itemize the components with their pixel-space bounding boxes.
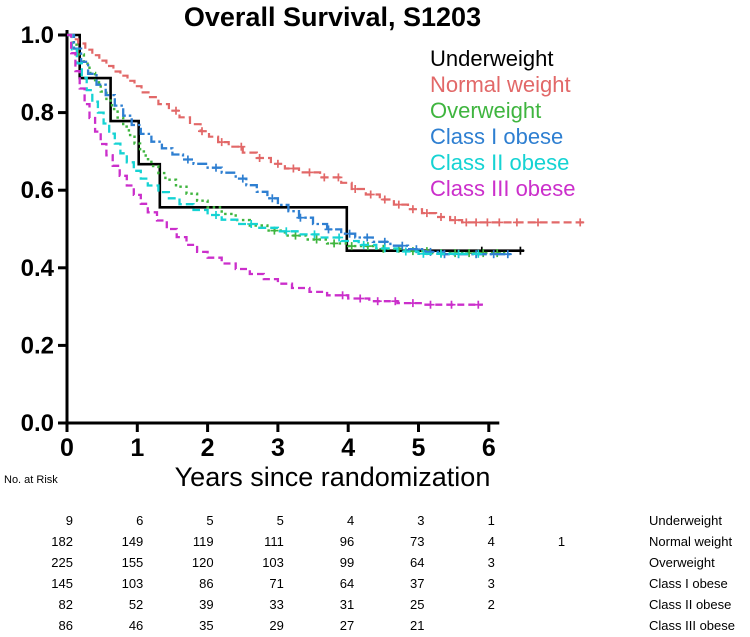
risk-count: 5 — [206, 513, 214, 528]
risk-count: 25 — [410, 597, 425, 612]
risk-row-label: Underweight — [649, 513, 722, 528]
risk-count: 96 — [339, 534, 355, 549]
risk-count: 5 — [276, 513, 284, 528]
x-tick-label: 1 — [130, 434, 144, 462]
risk-count: 155 — [121, 555, 144, 570]
risk-count: 86 — [199, 576, 214, 591]
curve-normal-weight — [67, 33, 585, 224]
x-tick-label: 2 — [201, 434, 215, 462]
y-tick-label: 0.0 — [21, 410, 54, 437]
risk-count: 21 — [410, 618, 425, 633]
risk-count: 4 — [487, 534, 495, 549]
km-plot-canvas: 0 1 2 3 4 5 6 0.0 0.2 0.4 0.6 0.8 1.0 — [21, 22, 585, 462]
x-tick-label: 0 — [60, 434, 74, 462]
curve-overweight — [67, 33, 508, 255]
risk-count: 73 — [410, 534, 425, 549]
risk-count: 29 — [269, 618, 284, 633]
risk-count: 82 — [58, 597, 73, 612]
risk-count: 64 — [339, 576, 355, 591]
risk-count: 225 — [51, 555, 73, 570]
legend-item-normal-weight: Normal weight — [430, 72, 571, 97]
risk-count: 86 — [58, 618, 73, 633]
risk-count: 3 — [487, 555, 495, 570]
x-tick-label: 3 — [271, 434, 285, 462]
legend-item-class-i-obese: Class I obese — [430, 124, 564, 149]
risk-count: 182 — [51, 534, 73, 549]
risk-count: 99 — [339, 555, 355, 570]
risk-count: 39 — [199, 597, 214, 612]
risk-count: 2 — [487, 597, 495, 612]
curve-class-i-obese — [67, 33, 512, 256]
risk-count: 71 — [269, 576, 284, 591]
risk-count: 1 — [557, 534, 566, 549]
risk-count: 46 — [128, 618, 144, 633]
legend-item-overweight: Overweight — [430, 98, 542, 123]
risk-count: 52 — [128, 597, 144, 612]
risk-count: 145 — [51, 576, 73, 591]
x-tick-label: 4 — [341, 434, 355, 462]
risk-count: 37 — [410, 576, 425, 591]
risk-count: 4 — [346, 513, 355, 528]
risk-table-label: No. at Risk — [4, 474, 58, 486]
risk-count: 3 — [417, 513, 425, 528]
curve-class-ii-obese — [67, 33, 483, 256]
risk-row-label: Class II obese — [649, 597, 732, 612]
risk-count: 6 — [136, 513, 144, 528]
risk-count: 27 — [339, 618, 355, 633]
x-tick-label: 6 — [482, 434, 496, 462]
y-tick-label: 0.4 — [21, 255, 55, 282]
risk-count: 31 — [339, 597, 355, 612]
legend-item-underweight: Underweight — [430, 46, 554, 71]
y-tick-label: 0.2 — [21, 332, 54, 359]
legend-item-class-iii-obese: Class III obese — [430, 176, 576, 201]
y-tick-label: 0.6 — [21, 177, 54, 204]
risk-row-label: Class I obese — [649, 576, 728, 591]
risk-count: 120 — [191, 555, 214, 570]
risk-row-label: Overweight — [649, 555, 715, 570]
legend: Underweight Normal weight Overweight Class … — [430, 46, 576, 202]
curve-class-iii-obese — [67, 33, 483, 306]
risk-row-label: Class III obese — [649, 618, 735, 633]
x-tick-label: 5 — [412, 434, 426, 462]
y-tick-label: 0.8 — [21, 100, 54, 127]
risk-count: 103 — [262, 555, 284, 570]
risk-count: 3 — [487, 576, 495, 591]
risk-count: 64 — [410, 555, 425, 570]
risk-row-label: Normal weight — [649, 534, 733, 549]
risk-count: 9 — [65, 513, 73, 528]
risk-count: 1 — [487, 513, 495, 528]
risk-count: 103 — [121, 576, 144, 591]
x-axis-title: Years since randomization — [174, 462, 491, 492]
risk-count: 33 — [269, 597, 284, 612]
risk-count: 149 — [121, 534, 144, 549]
y-tick-label: 1.0 — [21, 22, 54, 49]
risk-count: 111 — [264, 534, 284, 549]
risk-count: 35 — [199, 618, 214, 633]
legend-item-class-ii-obese: Class II obese — [430, 150, 570, 175]
chart-title: Overall Survival, S1203 — [183, 2, 482, 32]
risk-count: 119 — [192, 534, 214, 549]
